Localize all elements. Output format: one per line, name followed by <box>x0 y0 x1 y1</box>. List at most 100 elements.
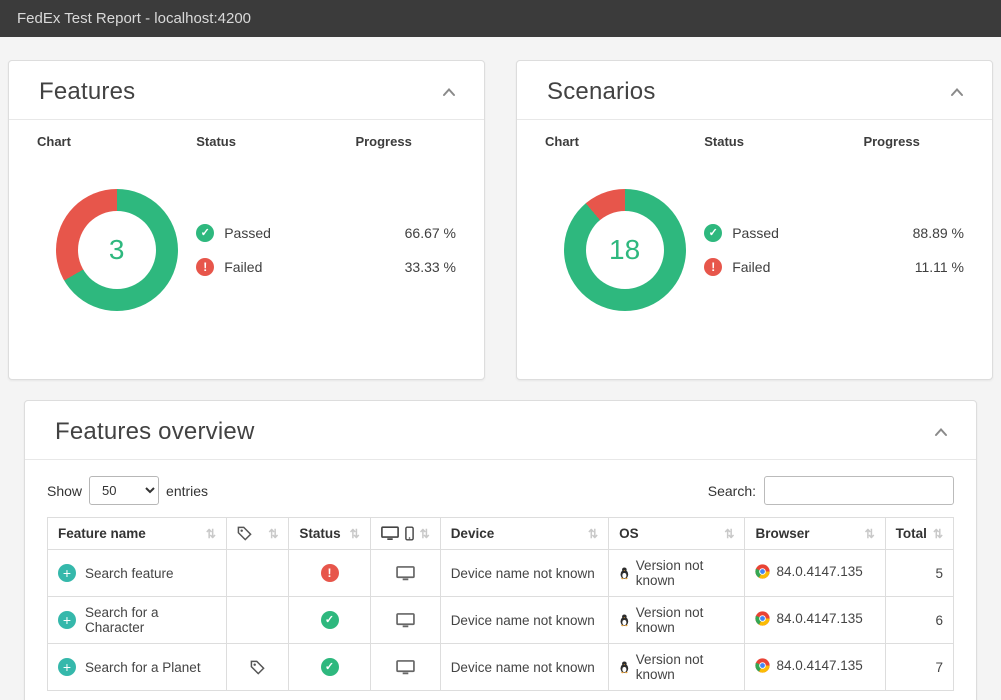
expand-row-button[interactable]: + <box>58 658 76 676</box>
chevron-up-icon <box>443 88 455 96</box>
table-row: + Search for a Planet Device name not kn… <box>47 643 955 691</box>
os-version: Version not known <box>635 605 704 635</box>
passed-icon <box>196 224 215 242</box>
features-panel-header: Features <box>9 61 484 120</box>
search-control: Search: <box>708 476 954 505</box>
passed-icon <box>704 224 723 242</box>
features-panel: Features Chart Status Progress 3 Passed … <box>8 60 485 380</box>
failed-icon <box>320 564 339 582</box>
top-bar: FedEx Test Report - localhost:4200 <box>0 0 1001 37</box>
sort-icon: ⇅ <box>588 526 599 541</box>
header-os[interactable]: OS ⇅ <box>608 517 746 550</box>
device-type-cell <box>369 596 441 644</box>
passed-progress: 66.67 % <box>404 225 456 241</box>
browser-version: 84.0.4147.135 <box>776 564 863 579</box>
overview-panel-header: Features overview <box>25 401 976 460</box>
header-device-type[interactable]: ⇅ <box>369 517 441 550</box>
failed-progress: 11.11 % <box>914 259 964 275</box>
tags-cell <box>225 643 290 691</box>
sort-icon: ⇅ <box>419 526 430 541</box>
header-browser[interactable]: Browser ⇅ <box>744 517 886 550</box>
entries-label: entries <box>166 482 209 499</box>
table-row: + Search for a Character Device name not… <box>47 596 955 644</box>
scenarios-panel-header: Scenarios <box>517 61 992 120</box>
sort-icon: ⇅ <box>349 526 360 541</box>
scenarios-status-rows: Passed 88.89 % Failed 11.11 % <box>704 155 964 345</box>
linux-icon <box>620 661 629 674</box>
features-collapse-button[interactable] <box>438 83 460 101</box>
browser-cell: 84.0.4147.135 <box>744 643 886 691</box>
header-total[interactable]: Total ⇅ <box>884 517 955 550</box>
passed-label: Passed <box>732 225 779 241</box>
scenarios-mini-table-header: Chart Status Progress <box>517 120 992 149</box>
desktop-icon <box>395 660 415 675</box>
os-cell: Version not known <box>608 643 746 691</box>
sort-icon: ⇅ <box>268 526 279 541</box>
passed-label: Passed <box>224 225 271 241</box>
device-cell: Device name not known <box>439 549 610 597</box>
status-row-failed: Failed 11.11 % <box>704 258 964 276</box>
failed-label: Failed <box>224 259 263 275</box>
os-version: Version not known <box>635 558 704 588</box>
table-footer: Showing 1 to 3 of 3 entries Previous 1 N… <box>25 691 976 700</box>
feature-name[interactable]: Search for a Character <box>85 605 159 635</box>
page-length-control: Show 50 entries <box>47 476 208 505</box>
scenarios-panel: Scenarios Chart Status Progress 18 Passe… <box>516 60 993 380</box>
chrome-icon <box>755 658 771 673</box>
browser-cell: 84.0.4147.135 <box>744 549 886 597</box>
desktop-icon <box>395 613 415 628</box>
failed-progress: 33.33 % <box>404 259 456 275</box>
chrome-icon <box>755 611 771 626</box>
table-row: + Search feature Device name not known V… <box>47 549 955 597</box>
scenarios-chart-area: 18 <box>545 155 704 345</box>
scenarios-donut-chart: 18 <box>563 189 686 311</box>
expand-row-button[interactable]: + <box>58 564 76 582</box>
overview-collapse-button[interactable] <box>930 423 952 441</box>
passed-icon <box>320 611 339 630</box>
search-label: Search: <box>707 482 756 499</box>
status-row-passed: Passed 88.89 % <box>704 224 964 242</box>
search-input[interactable] <box>764 476 954 505</box>
col-chart: Chart <box>37 134 71 149</box>
header-tags[interactable]: ⇅ <box>225 517 290 550</box>
sort-icon: ⇅ <box>724 526 735 541</box>
failed-icon <box>196 258 215 276</box>
header-device[interactable]: Device ⇅ <box>439 517 610 550</box>
os-cell: Version not known <box>608 549 746 597</box>
col-progress: Progress <box>355 134 412 149</box>
tag-icon <box>250 660 265 675</box>
entries-select[interactable]: 50 <box>89 476 160 505</box>
features-status-rows: Passed 66.67 % Failed 33.33 % <box>196 155 456 345</box>
col-status: Status <box>196 134 236 149</box>
expand-row-button[interactable]: + <box>58 611 76 629</box>
status-cell <box>288 643 371 691</box>
tag-icon <box>237 526 252 541</box>
features-overview-table: Feature name ⇅ ⇅ Status ⇅ ⇅ <box>47 517 955 691</box>
features-panel-body: 3 Passed 66.67 % Failed 33.33 % <box>9 149 484 363</box>
scenarios-panel-title: Scenarios <box>547 78 656 105</box>
total-cell: 7 <box>884 643 955 691</box>
overview-panel-title: Features overview <box>55 418 255 445</box>
show-label: Show <box>47 482 83 499</box>
features-mini-table-header: Chart Status Progress <box>9 120 484 149</box>
summary-panels-row: Features Chart Status Progress 3 Passed … <box>8 60 993 380</box>
header-feature-name[interactable]: Feature name ⇅ <box>47 517 227 550</box>
scenarios-donut-value: 18 <box>585 211 664 289</box>
status-row-failed: Failed 33.33 % <box>196 258 456 276</box>
linux-icon <box>620 567 629 580</box>
header-status[interactable]: Status ⇅ <box>288 517 371 550</box>
total-cell: 5 <box>884 549 955 597</box>
feature-name[interactable]: Search feature <box>85 565 174 581</box>
scenarios-collapse-button[interactable] <box>946 83 968 101</box>
feature-name[interactable]: Search for a Planet <box>85 659 201 675</box>
os-cell: Version not known <box>608 596 746 644</box>
status-cell <box>288 596 371 644</box>
chevron-up-icon <box>935 428 947 436</box>
tags-cell <box>225 596 290 644</box>
browser-version: 84.0.4147.135 <box>776 611 863 626</box>
features-chart-area: 3 <box>37 155 196 345</box>
features-panel-title: Features <box>39 78 136 105</box>
device-cell: Device name not known <box>439 596 610 644</box>
passed-progress: 88.89 % <box>912 225 964 241</box>
table-header-row: Feature name ⇅ ⇅ Status ⇅ ⇅ <box>47 517 955 550</box>
